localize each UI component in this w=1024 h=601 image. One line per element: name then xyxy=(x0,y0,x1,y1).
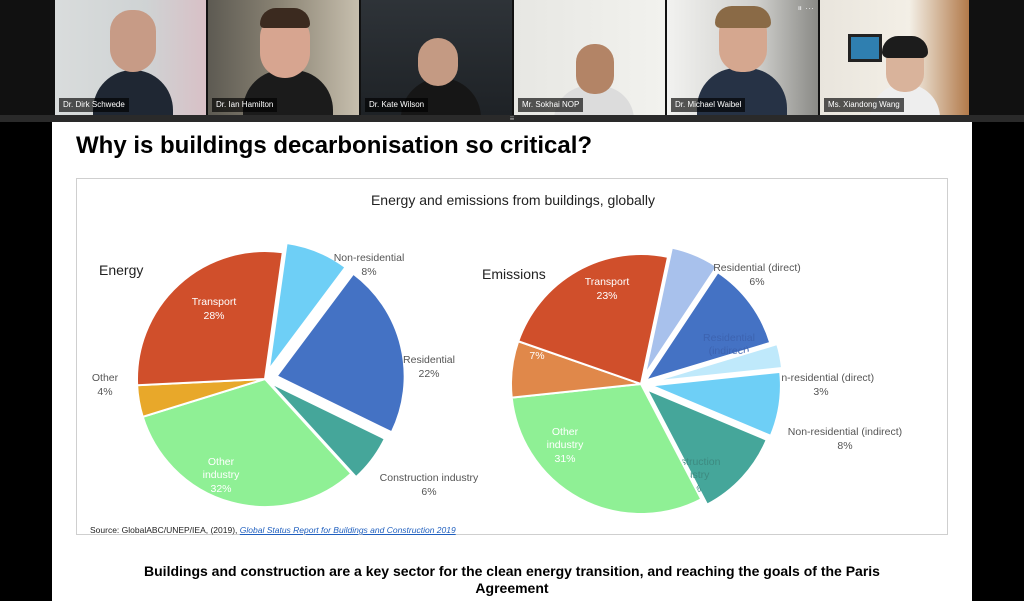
slice-label-residential: Residential 22% xyxy=(403,354,455,380)
slice-value-non-residential: 8% xyxy=(361,266,376,278)
slice-value-residential-direct: 6% xyxy=(749,276,764,288)
gallery-splitter[interactable] xyxy=(0,115,1024,122)
person-hair xyxy=(882,36,928,58)
participant-tile[interactable]: Dr. Dirk Schwede xyxy=(55,0,206,115)
participant-tile[interactable]: ⏸ ⋯ Dr. Michael Waibel xyxy=(667,0,818,115)
source-citation: Source: GlobalABC/UNEP/IEA, (2019), Glob… xyxy=(90,525,456,535)
pie-slice-other-industry xyxy=(141,377,353,508)
chart-title: Energy and emissions from buildings, glo… xyxy=(371,192,655,208)
participant-name: Ms. Xiandong Wang xyxy=(824,98,904,112)
shared-slide: Why is buildings decarbonisation so crit… xyxy=(52,122,972,601)
tagline-line-2: Agreement xyxy=(475,580,549,596)
participant-tile-active-speaker[interactable]: Dr. Ian Hamilton xyxy=(208,0,359,115)
pie-slice-non-residential xyxy=(267,241,347,371)
tagline-line-1: Buildings and construction are a key sec… xyxy=(144,563,880,579)
participant-name: Dr. Michael Waibel xyxy=(671,98,746,112)
slice-label-other-industry: Other industry 32% xyxy=(203,456,241,495)
slice-value-non-residential-direct: 3% xyxy=(813,386,828,398)
participant-tile[interactable]: Dr. Kate Wilson xyxy=(361,0,512,115)
slice-value-residential: 22% xyxy=(418,368,439,380)
slice-label-transport: Transport 28% xyxy=(192,296,237,322)
pie-slice-transport xyxy=(516,253,670,386)
pie-slice-construction-industry xyxy=(269,381,387,479)
pie-slice-non-residential-direct xyxy=(652,342,784,383)
slice-label-residential-direct: Residential (direct) 6% xyxy=(713,262,801,288)
pie-charts: Energy and emissions from buildings, glo… xyxy=(92,192,902,515)
participant-tile[interactable]: Ms. Xiandong Wang xyxy=(820,0,969,115)
tile-controls[interactable]: ⏸ ⋯ xyxy=(797,3,814,13)
slice-value-construction-industry: 6% xyxy=(421,486,436,498)
splitter-grip-icon[interactable]: ≡ xyxy=(509,114,515,123)
pie-slice-construction-industry xyxy=(644,387,769,506)
participant-name: Dr. Dirk Schwede xyxy=(59,98,129,112)
slice-value-other: 7% xyxy=(529,350,544,362)
pie-slice-non-residential-indirect xyxy=(650,370,782,438)
slice-label-non-residential: Non-residential 8% xyxy=(334,252,405,278)
slice-label-non-residential-direct: Non-residential (direct) 3% xyxy=(768,372,874,398)
person-hair xyxy=(260,8,310,28)
pie-slice-other-industry xyxy=(510,382,703,515)
pie-slice-residential xyxy=(275,272,406,434)
source-link[interactable]: Global Status Report for Buildings and C… xyxy=(239,525,456,535)
slice-value-other-industry: 31% xyxy=(554,453,575,465)
participant-name: Mr. Sokhai NOP xyxy=(518,98,584,112)
more-icon[interactable]: ⋯ xyxy=(805,3,814,13)
emissions-pie: Residential (direct) 6%Residential (indire… xyxy=(510,246,902,515)
slice-label-other-industry: Other industry 31% xyxy=(547,426,585,465)
slice-label-other: Other 4% xyxy=(92,372,119,398)
source-prefix: Source: GlobalABC/UNEP/IEA, (2019), xyxy=(90,525,240,535)
participant-name: Dr. Kate Wilson xyxy=(365,98,429,112)
slice-value-transport: 28% xyxy=(203,310,224,322)
pause-icon[interactable]: ⏸ xyxy=(797,3,802,13)
participant-name: Dr. Ian Hamilton xyxy=(212,98,278,112)
energy-pie: Non-residential 8% Residential 22% Construct… xyxy=(92,241,479,508)
emissions-chart-title: Emissions xyxy=(482,266,546,282)
chart-container: Energy and emissions from buildings, glo… xyxy=(76,178,948,535)
slice-label-construction-industry: Construction industry 6% xyxy=(380,472,479,498)
slice-label-transport: Transport 23% xyxy=(585,276,630,302)
slide-tagline: Buildings and construction are a key sec… xyxy=(52,563,972,597)
pie-slice-residential-indirect xyxy=(643,270,772,383)
slice-value-transport: 23% xyxy=(596,290,617,302)
slice-value-non-residential-indirect: 8% xyxy=(837,440,852,452)
participant-gallery: Dr. Dirk Schwede Dr. Ian Hamilton Dr. Ka… xyxy=(0,0,1024,115)
person-head xyxy=(418,38,458,86)
person-head xyxy=(110,10,156,72)
slide-title: Why is buildings decarbonisation so crit… xyxy=(76,132,593,159)
slice-value-other-industry: 32% xyxy=(210,483,231,495)
person-head xyxy=(576,44,614,94)
slice-label-non-residential-indirect: Non-residential (indirect) 8% xyxy=(788,426,902,452)
person-hair xyxy=(715,6,771,28)
pie-slice-transport xyxy=(136,250,284,387)
wall-picture xyxy=(848,34,882,62)
participant-tile[interactable]: Mr. Sokhai NOP xyxy=(514,0,665,115)
energy-chart-title: Energy xyxy=(99,262,143,278)
slice-value-other: 4% xyxy=(97,386,112,398)
pie-slice-residential-direct xyxy=(643,246,719,376)
